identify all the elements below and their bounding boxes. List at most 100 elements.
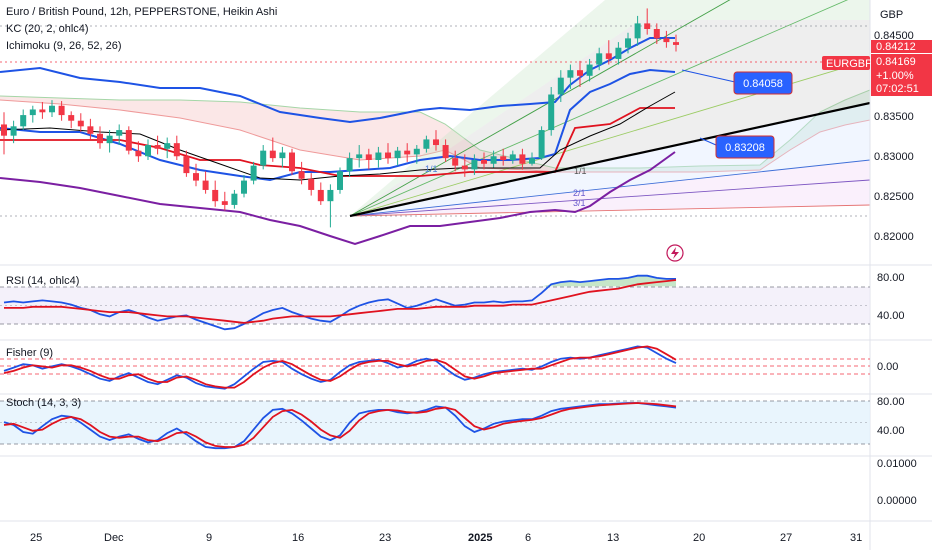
candle-body xyxy=(461,165,468,170)
kc-upper xyxy=(0,37,675,124)
x-tick-6: 6 xyxy=(525,532,531,544)
candle-body xyxy=(653,29,660,39)
candle-body xyxy=(557,77,564,95)
y-tick-stoch-1: 40.00 xyxy=(877,425,905,437)
price-axis[interactable]: GBP 0.84500 0.83500 0.83000 0.82500 0.82… xyxy=(822,4,932,507)
currency-button[interactable]: GBP xyxy=(877,4,907,24)
x-tick-1: Dec xyxy=(104,532,124,544)
candle xyxy=(461,154,468,177)
y-tick-main-4: 0.82000 xyxy=(874,231,914,243)
candle xyxy=(557,70,564,102)
candle xyxy=(49,100,55,117)
candle-body xyxy=(327,189,334,202)
candle xyxy=(337,167,343,194)
callout-2-box[interactable] xyxy=(715,135,775,159)
candle-body xyxy=(596,53,603,65)
rsi-legend[interactable]: RSI (14, ohlc4) xyxy=(6,275,79,287)
candle-body xyxy=(644,23,651,30)
candle xyxy=(269,137,276,162)
candle xyxy=(221,191,228,211)
candle xyxy=(77,113,84,132)
y-tick-extra-0: 0.01000 xyxy=(877,458,917,470)
stoch-legend-text: Stoch (14, 3, 3) xyxy=(6,397,82,409)
candle xyxy=(519,148,526,170)
x-tick-0: 25 xyxy=(30,532,42,544)
candle xyxy=(577,60,583,88)
candle-body xyxy=(183,156,190,174)
candle-body xyxy=(87,126,94,134)
candle xyxy=(481,152,487,170)
candle xyxy=(106,130,113,153)
ichimoku-conversion-line xyxy=(0,91,676,181)
price-badge-1-text: 0.84212 xyxy=(876,41,916,53)
fib-label-1: 1/1 xyxy=(425,164,438,174)
candle-body xyxy=(317,189,324,202)
ichimoku-legend[interactable]: Ichimoku (9, 26, 52, 26) xyxy=(6,40,122,52)
trendline-black[interactable] xyxy=(349,101,870,218)
trendline-blue-callout-1[interactable] xyxy=(681,69,736,83)
candle-body xyxy=(68,115,75,121)
price-change-text: +1.00% xyxy=(876,70,914,82)
candle-body xyxy=(577,70,583,76)
chart-title[interactable]: Euro / British Pound, 12h, PEPPERSTONE, … xyxy=(6,6,277,18)
candle-body xyxy=(39,109,46,113)
candle xyxy=(39,101,46,119)
candle xyxy=(260,145,267,170)
candle xyxy=(653,23,660,44)
candle-body xyxy=(567,70,574,78)
ichimoku-span-a xyxy=(0,89,870,169)
candle xyxy=(173,135,180,161)
callout-1-box[interactable] xyxy=(733,71,793,95)
currency-label: GBP xyxy=(880,9,903,21)
candle xyxy=(250,161,257,185)
price-pane[interactable]: 1/1 1/1 2/1 3/1 0.84058 0.83208 xyxy=(0,0,870,262)
fisher-legend-text: Fisher (9) xyxy=(6,347,54,359)
candle xyxy=(596,47,603,71)
candle-body xyxy=(625,38,631,48)
candle-body xyxy=(241,180,247,194)
y-tick-extra-1: 0.00000 xyxy=(877,495,917,507)
candle xyxy=(241,174,247,198)
time-axis[interactable]: 25 Dec 9 16 23 2025 6 13 20 27 31 xyxy=(30,532,862,544)
stoch-pane[interactable] xyxy=(0,400,870,450)
kc-legend[interactable]: KC (20, 2, ohlc4) xyxy=(6,23,89,35)
candle-body xyxy=(308,178,315,190)
fib-label-3: 2/1 xyxy=(573,188,586,198)
candle xyxy=(10,120,17,144)
fisher-pane[interactable] xyxy=(0,345,870,390)
candle-body xyxy=(1,124,7,136)
candle xyxy=(68,111,75,129)
candle xyxy=(605,40,612,65)
x-tick-9: 27 xyxy=(780,532,792,544)
candle-body xyxy=(221,201,228,205)
chart-title-text: Euro / British Pound, 12h, PEPPERSTONE, … xyxy=(6,6,278,18)
candle-body xyxy=(49,105,55,113)
fisher-legend[interactable]: Fisher (9) xyxy=(6,347,53,359)
candle-body xyxy=(548,94,555,131)
rsi-ma-line xyxy=(4,279,677,324)
stoch-legend[interactable]: Stoch (14, 3, 3) xyxy=(6,397,81,409)
candle-body xyxy=(375,152,382,161)
candle-body xyxy=(615,47,622,59)
y-tick-fisher-0: 0.00 xyxy=(877,361,898,373)
candle xyxy=(135,141,142,162)
ichimoku-legend-text: Ichimoku (9, 26, 52, 26) xyxy=(6,40,122,52)
lightning-icon[interactable] xyxy=(666,244,684,262)
candle-body xyxy=(394,150,401,159)
candle xyxy=(58,101,65,121)
rsi-pane[interactable] xyxy=(0,274,870,331)
candle-body xyxy=(404,150,411,155)
candle xyxy=(289,148,295,175)
candle-body xyxy=(164,143,171,149)
ichimoku-cloud-bullish xyxy=(555,90,870,172)
candle-body xyxy=(154,145,161,149)
candle xyxy=(433,130,439,151)
candle-body xyxy=(586,64,593,76)
trendline-blue-callout-2[interactable] xyxy=(699,137,717,146)
callout-2-value: 0.83208 xyxy=(725,142,765,154)
candle-body xyxy=(673,42,679,45)
candle-body xyxy=(145,145,151,157)
candle-body xyxy=(452,158,459,166)
y-tick-main-3: 0.82500 xyxy=(874,191,914,203)
